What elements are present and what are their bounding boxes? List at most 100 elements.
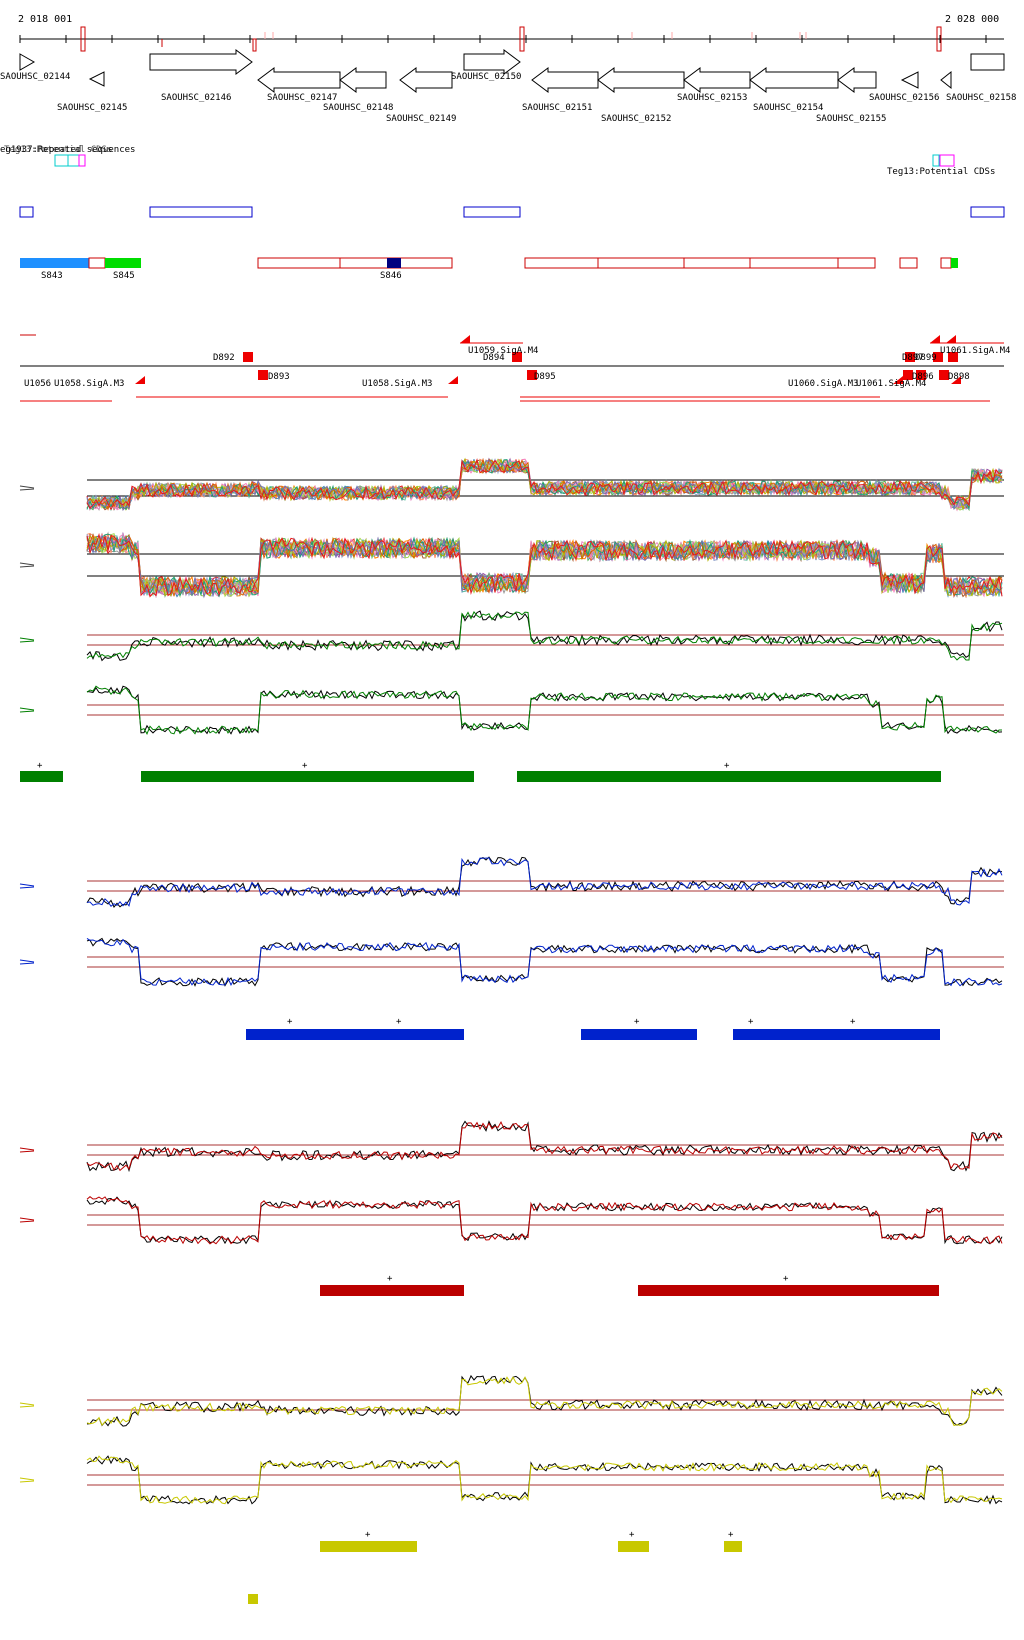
profile-line bbox=[86, 1120, 1003, 1173]
plus-mark: + bbox=[37, 761, 43, 771]
condition-bar-blue[interactable] bbox=[733, 1029, 940, 1040]
condition-bar-yellow[interactable] bbox=[618, 1541, 649, 1552]
segment-bar[interactable] bbox=[940, 257, 952, 269]
segment-bar[interactable] bbox=[524, 257, 876, 269]
reg-label: D899 bbox=[915, 353, 937, 363]
reg-box bbox=[948, 352, 958, 362]
gene-label: SAOUHSC_02148 bbox=[323, 103, 393, 113]
reg-label: D898 bbox=[948, 372, 970, 382]
gene-arrow[interactable] bbox=[683, 67, 751, 93]
segment-bar[interactable] bbox=[387, 258, 401, 268]
reg-flag bbox=[893, 376, 903, 384]
gene-arrow[interactable] bbox=[940, 70, 952, 90]
gene-arrow[interactable] bbox=[149, 49, 253, 75]
gene-label: SAOUHSC_02153 bbox=[677, 93, 747, 103]
profile-line bbox=[86, 685, 1003, 735]
feature-box[interactable] bbox=[19, 206, 34, 218]
profile-line bbox=[86, 532, 1003, 598]
profile-line bbox=[86, 610, 1003, 662]
ruler-marker bbox=[80, 26, 86, 52]
profile-stub bbox=[19, 1147, 35, 1153]
reg-label: U1060.SigA.M3 bbox=[788, 379, 858, 389]
condition-bar-yellow[interactable] bbox=[724, 1541, 742, 1552]
condition-blue-bars: + + + + + bbox=[246, 1017, 940, 1040]
reg-label: D897 bbox=[902, 353, 924, 363]
gene-arrow[interactable] bbox=[900, 71, 919, 89]
reg-label: U1061.SigA.M4 bbox=[940, 346, 1010, 356]
profile-line bbox=[86, 1196, 1003, 1245]
segment-bar[interactable] bbox=[88, 257, 106, 269]
gene-arrow[interactable] bbox=[837, 67, 877, 93]
segment-bar[interactable] bbox=[20, 258, 89, 268]
condition-bar-green[interactable] bbox=[20, 771, 63, 782]
gene-label: SAOUHSC_02156 bbox=[869, 93, 939, 103]
condition-bar-green[interactable] bbox=[517, 771, 941, 782]
segment-label: S846 bbox=[380, 271, 402, 281]
segment-bar[interactable] bbox=[257, 257, 453, 269]
segment-bar[interactable] bbox=[951, 258, 958, 268]
repeat-box[interactable] bbox=[932, 154, 940, 167]
condition-bar-green[interactable] bbox=[141, 771, 474, 782]
reg-box bbox=[939, 370, 949, 380]
segment-track: S843 S845 S846 bbox=[20, 257, 958, 281]
gene-arrow[interactable] bbox=[531, 67, 599, 93]
profile-line bbox=[86, 1120, 1003, 1172]
gene-arrow[interactable] bbox=[19, 53, 36, 71]
reg-label: D893 bbox=[268, 372, 290, 382]
segment-bar[interactable] bbox=[105, 258, 141, 268]
profile-stub bbox=[19, 707, 35, 713]
feature-box[interactable] bbox=[970, 206, 1005, 218]
condition-bar-red[interactable] bbox=[320, 1285, 464, 1296]
gene-arrow[interactable] bbox=[597, 67, 685, 93]
profile-stub bbox=[19, 485, 35, 491]
gene-label: SAOUHSC_02154 bbox=[753, 103, 823, 113]
gene-label: SAOUHSC_02149 bbox=[386, 114, 456, 124]
profile-stub bbox=[19, 562, 35, 568]
plus-mark: + bbox=[629, 1530, 635, 1540]
condition-red-bars: + + bbox=[320, 1274, 939, 1296]
reg-box bbox=[527, 370, 537, 380]
gene-arrow[interactable] bbox=[463, 49, 521, 75]
gene-arrow[interactable] bbox=[970, 53, 1005, 71]
blue-feature-track bbox=[19, 206, 1005, 218]
feature-box[interactable] bbox=[149, 206, 253, 218]
repeat-box[interactable] bbox=[939, 154, 955, 167]
feature-box[interactable] bbox=[463, 206, 521, 218]
plus-mark: + bbox=[302, 761, 308, 771]
reg-label: U1058.SigA.M3 bbox=[54, 379, 124, 389]
profile-line bbox=[86, 685, 1002, 735]
repeat-box[interactable] bbox=[54, 154, 69, 167]
reg-flag bbox=[135, 376, 145, 384]
repeated-sequences-track: eg1937:Repeated sequences Teg13:Potentia… bbox=[0, 145, 995, 177]
repeat-box[interactable] bbox=[67, 154, 80, 167]
reg-label: D896 bbox=[912, 372, 934, 382]
gene-label: SAOUHSC_02144 bbox=[0, 72, 70, 82]
reg-flag bbox=[460, 335, 470, 343]
ruler-ticks bbox=[19, 35, 987, 43]
plus-mark: + bbox=[287, 1017, 293, 1027]
gene-arrow[interactable] bbox=[88, 71, 105, 87]
segment-bar[interactable] bbox=[899, 257, 918, 269]
reg-label: U1059.SigA.M4 bbox=[468, 346, 538, 356]
condition-bar-yellow[interactable] bbox=[320, 1541, 417, 1552]
condition-bar-red[interactable] bbox=[638, 1285, 939, 1296]
profile-line bbox=[86, 1455, 1003, 1505]
gene-label: SAOUHSC_02146 bbox=[161, 93, 231, 103]
gene-arrow[interactable] bbox=[399, 67, 453, 93]
reg-flag bbox=[930, 335, 940, 343]
reg-flag bbox=[951, 376, 961, 384]
gene-arrow[interactable] bbox=[257, 67, 341, 93]
condition-bar-yellow[interactable] bbox=[248, 1594, 258, 1604]
reg-box bbox=[243, 352, 253, 362]
gene-label: SAOUHSC_02145 bbox=[57, 103, 127, 113]
condition-bar-blue[interactable] bbox=[581, 1029, 697, 1040]
gene-arrow[interactable] bbox=[339, 67, 387, 93]
coordinate-ruler: 2 018 001 2 028 000 bbox=[18, 14, 1004, 52]
gene-arrow[interactable] bbox=[749, 67, 839, 93]
reg-flag bbox=[946, 335, 956, 343]
repeat-box[interactable] bbox=[78, 154, 86, 167]
condition-bar-blue[interactable] bbox=[246, 1029, 464, 1040]
profile-line bbox=[86, 610, 1003, 661]
reg-label: D895 bbox=[534, 372, 556, 382]
reg-marks bbox=[20, 335, 1004, 402]
